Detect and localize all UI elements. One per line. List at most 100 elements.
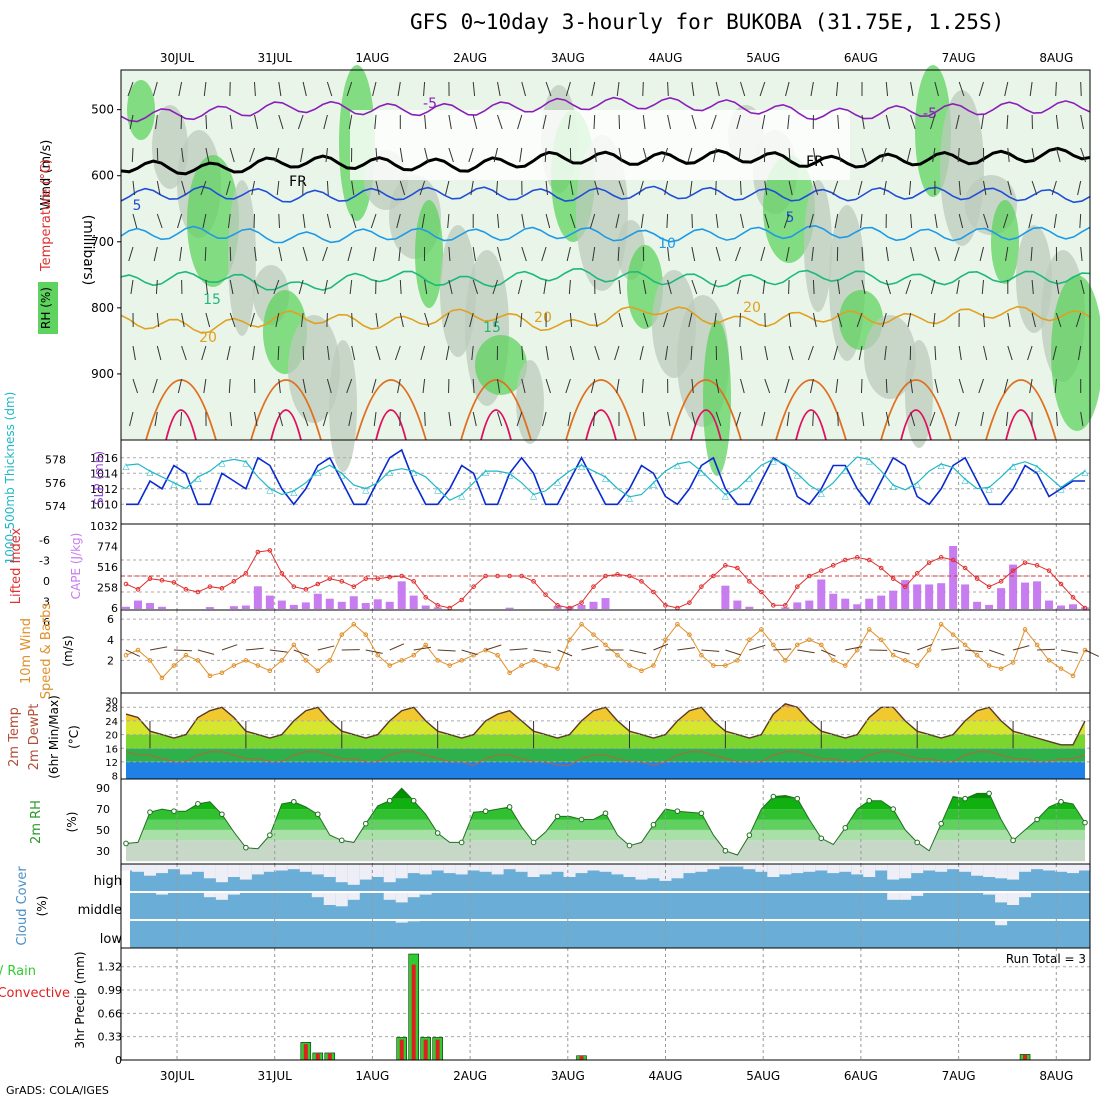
wind-barb bbox=[740, 81, 746, 97]
wind-barb bbox=[419, 180, 426, 196]
cape-bar bbox=[1081, 607, 1089, 609]
wind-speed-point bbox=[579, 622, 584, 627]
wind-barb bbox=[691, 279, 698, 295]
wind-barb bbox=[690, 345, 693, 361]
minmax-axis-label: (6hr Min/Max) bbox=[47, 695, 61, 779]
cloud-high-cell bbox=[1031, 864, 1044, 870]
wind-barb bbox=[1006, 114, 1009, 130]
rh-point bbox=[530, 839, 537, 846]
wind-barb bbox=[569, 180, 574, 196]
cape-bar bbox=[865, 598, 874, 609]
pressure-axis-label: (millibars) bbox=[80, 215, 96, 286]
cape-bar bbox=[409, 595, 418, 609]
wind-barb bbox=[616, 378, 620, 394]
thickness-marker: △ bbox=[770, 456, 777, 466]
thickness-marker: △ bbox=[218, 459, 225, 469]
cloud-high-cell bbox=[683, 864, 696, 874]
wind-barb bbox=[954, 411, 960, 427]
wind-barb bbox=[667, 81, 669, 97]
wind-barb bbox=[132, 378, 139, 394]
wind-speed-point bbox=[950, 632, 956, 637]
thickness-marker: △ bbox=[434, 486, 441, 496]
wind-barb bbox=[958, 345, 962, 361]
lifted-index-point bbox=[759, 589, 764, 595]
surface-wind-barb bbox=[916, 643, 933, 651]
wind-barb bbox=[1080, 147, 1087, 163]
rh-point bbox=[554, 813, 561, 820]
wind-barb bbox=[1005, 246, 1009, 262]
wind-barb bbox=[764, 213, 770, 229]
wind-barb bbox=[375, 180, 380, 196]
contour-label: -5 bbox=[923, 106, 937, 122]
bottom-date-label: 7AUG bbox=[942, 1069, 976, 1083]
surface-wind-barb bbox=[317, 645, 335, 651]
precip-convective-bar bbox=[435, 1039, 440, 1060]
cloud-high-cell bbox=[611, 864, 624, 875]
rh-point bbox=[434, 830, 441, 836]
wind-barb bbox=[545, 378, 551, 394]
rh-shade bbox=[415, 200, 443, 308]
lifted-index-point bbox=[243, 571, 249, 576]
lifted-index-point bbox=[363, 576, 369, 581]
cape-tick-label: 1032 bbox=[90, 520, 118, 533]
wind-barb bbox=[278, 213, 280, 229]
cloud-middle-cell bbox=[383, 892, 396, 900]
lifted-index-point bbox=[866, 557, 872, 563]
cape-bar bbox=[253, 586, 262, 609]
wind-barb bbox=[594, 147, 597, 163]
cloud-high-cell bbox=[455, 864, 468, 875]
wind-barb bbox=[934, 345, 937, 361]
wind-barb bbox=[788, 345, 794, 361]
cloud-high-cell bbox=[911, 864, 924, 874]
cloud-high-cell bbox=[995, 864, 1008, 879]
wind-axis-label: 10m Wind bbox=[19, 618, 34, 684]
wind-barb bbox=[568, 279, 571, 295]
wind-barb bbox=[662, 312, 669, 328]
wind-speed-line bbox=[125, 623, 1086, 679]
wind-barb bbox=[589, 213, 596, 229]
cloud-high-cell bbox=[923, 864, 936, 871]
wind-speed-point bbox=[255, 663, 261, 668]
wind-barb bbox=[687, 147, 693, 163]
lifted-index-point bbox=[459, 597, 464, 603]
cloud-high-cell bbox=[779, 864, 792, 875]
thickness-marker: △ bbox=[1010, 462, 1017, 472]
thickness-marker: △ bbox=[1082, 468, 1089, 478]
rh-point bbox=[195, 801, 201, 807]
wind-speed-point bbox=[291, 642, 297, 648]
cloud-level-label: low bbox=[100, 932, 123, 947]
rh-point bbox=[315, 811, 321, 818]
wind-tick-label: 2 bbox=[107, 654, 114, 667]
cape-bar bbox=[973, 601, 982, 609]
lifted-index-point bbox=[351, 584, 357, 589]
lifted-index-point bbox=[195, 589, 201, 595]
wind-barb bbox=[179, 246, 183, 262]
wind-barb bbox=[565, 81, 571, 97]
rh-tick-label: 90 bbox=[96, 782, 110, 795]
temp-contour-15 bbox=[120, 267, 1091, 291]
wind-barb bbox=[835, 81, 839, 97]
lifted-index-point bbox=[747, 579, 752, 584]
rh-point bbox=[986, 790, 992, 797]
cloud-high-cell bbox=[959, 864, 972, 872]
thickness-marker: △ bbox=[1034, 463, 1041, 473]
wind-barb bbox=[837, 114, 840, 130]
top-date-label: 4AUG bbox=[649, 51, 683, 65]
cloud-middle-cell bbox=[899, 892, 912, 900]
cloud-high-cell bbox=[851, 864, 864, 875]
rh-shade bbox=[516, 360, 544, 444]
wind-barb bbox=[545, 180, 548, 196]
wind-barb bbox=[181, 147, 184, 163]
wind-barb bbox=[764, 345, 769, 361]
lifted-tick-label: 6 bbox=[43, 616, 50, 629]
wind-barb bbox=[788, 180, 793, 196]
precip-convective-bar bbox=[315, 1053, 320, 1060]
wind-barb bbox=[205, 312, 211, 328]
precip-convective-bar bbox=[1023, 1054, 1028, 1060]
cloud-high-cell bbox=[120, 864, 132, 871]
surface-wind-barb bbox=[197, 649, 215, 655]
lifted-index-point bbox=[399, 573, 405, 579]
lifted-index-point bbox=[699, 584, 704, 589]
wind-barb bbox=[861, 114, 865, 130]
wind-barb bbox=[910, 246, 915, 262]
